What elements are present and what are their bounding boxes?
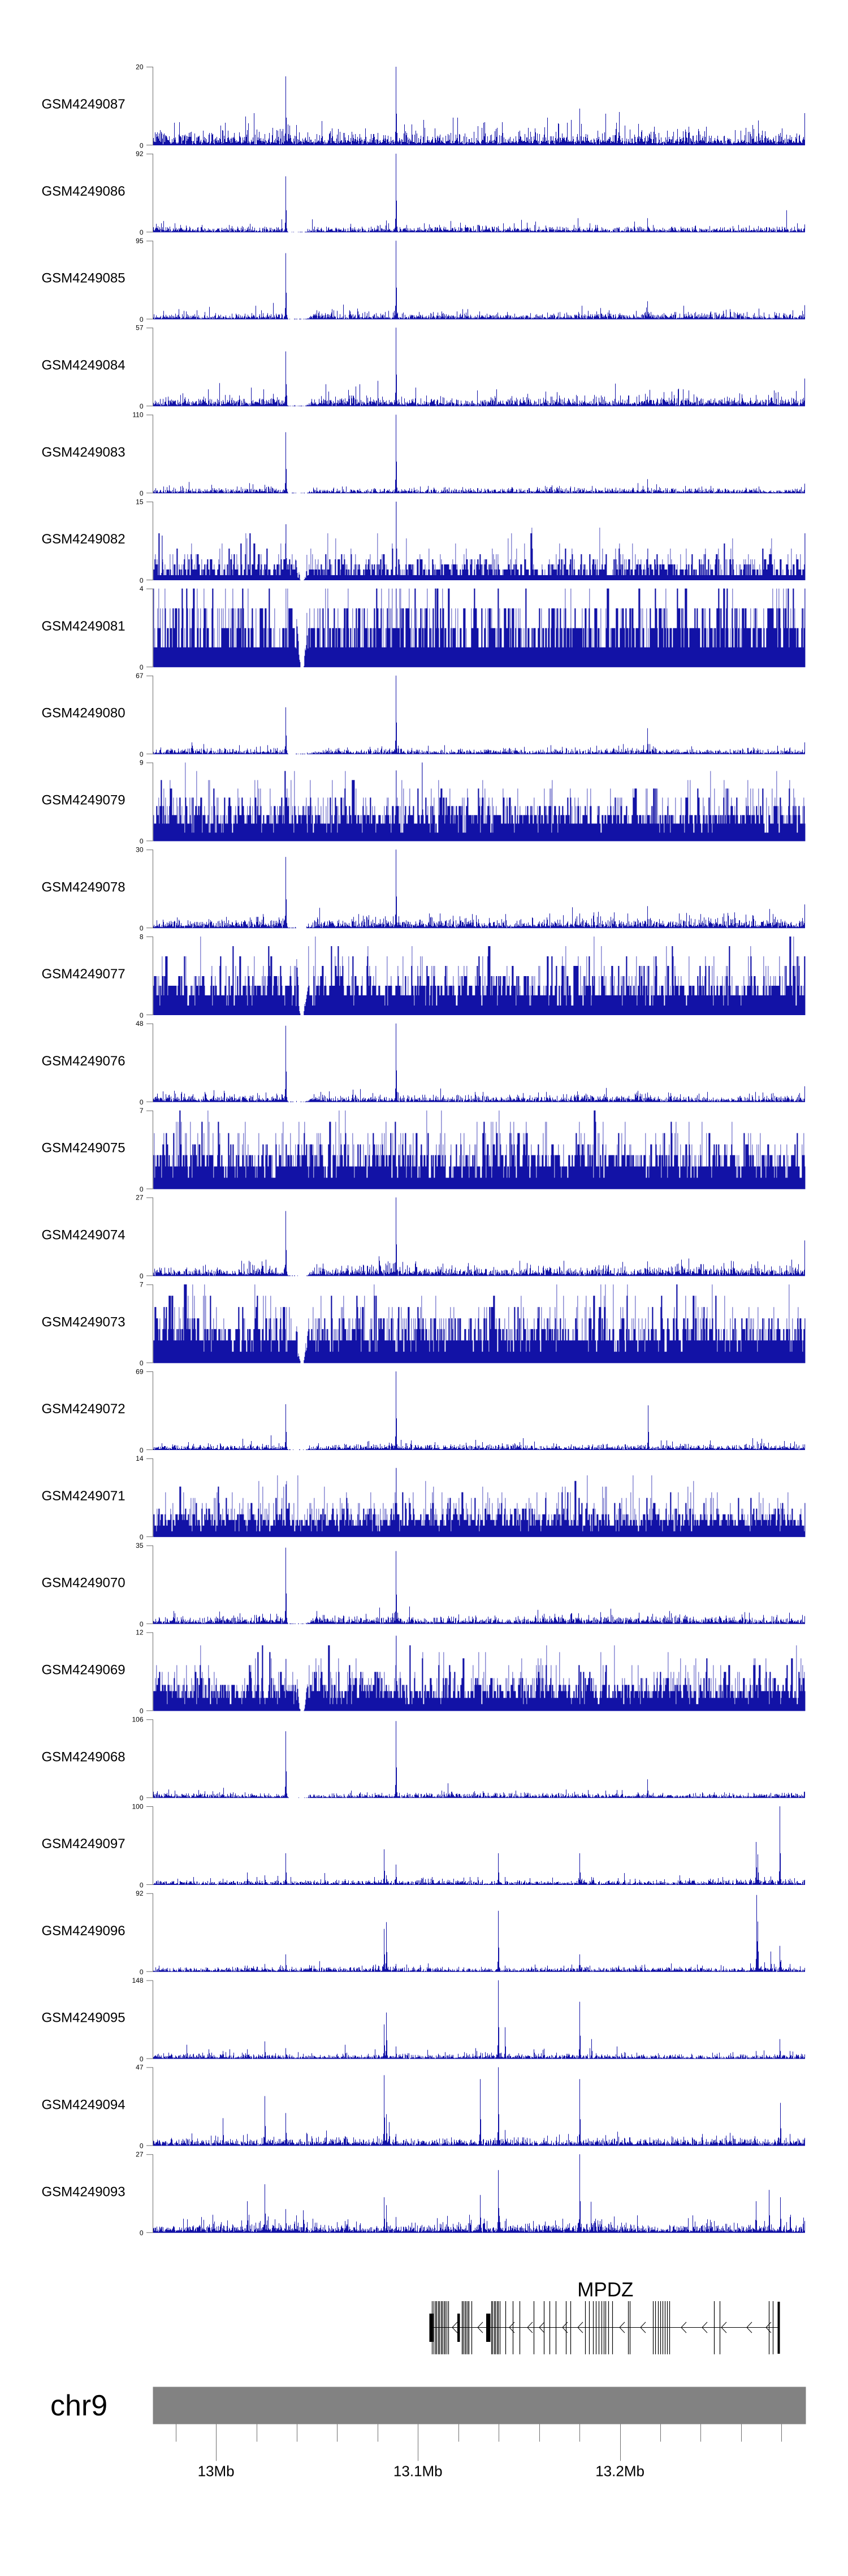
svg-text:0: 0 [140,1446,144,1454]
svg-text:GSM4249079: GSM4249079 [42,793,126,808]
svg-text:GSM4249085: GSM4249085 [42,271,126,286]
svg-text:12: 12 [136,1629,144,1637]
svg-text:27: 27 [136,1194,144,1202]
svg-text:27: 27 [136,2151,144,2159]
svg-text:67: 67 [136,672,144,680]
svg-text:0: 0 [140,838,144,845]
svg-text:0: 0 [140,1620,144,1628]
svg-text:0: 0 [140,403,144,411]
svg-text:GSM4249069: GSM4249069 [42,1663,126,1678]
svg-text:0: 0 [140,1794,144,1802]
svg-text:0: 0 [140,2142,144,2150]
svg-text:30: 30 [136,846,144,854]
svg-text:GSM4249074: GSM4249074 [42,1228,126,1243]
svg-text:GSM4249068: GSM4249068 [42,1749,126,1764]
svg-text:0: 0 [140,1968,144,1976]
svg-text:0: 0 [140,663,144,671]
svg-text:7: 7 [140,1281,144,1289]
svg-text:GSM4249082: GSM4249082 [42,532,126,547]
svg-text:13.2Mb: 13.2Mb [595,2462,644,2479]
svg-text:0: 0 [140,490,144,498]
svg-text:GSM4249095: GSM4249095 [42,2010,126,2026]
svg-text:GSM4249078: GSM4249078 [42,879,126,895]
svg-text:92: 92 [136,150,144,158]
svg-text:110: 110 [132,411,143,419]
svg-text:20: 20 [136,63,144,71]
svg-text:GSM4249072: GSM4249072 [42,1401,126,1417]
svg-text:GSM4249097: GSM4249097 [42,1836,126,1852]
svg-text:95: 95 [136,237,144,245]
svg-text:9: 9 [140,759,144,767]
svg-text:MPDZ: MPDZ [577,2279,633,2301]
svg-text:100: 100 [132,1802,143,1810]
svg-text:GSM4249094: GSM4249094 [42,2098,126,2113]
svg-text:GSM4249081: GSM4249081 [42,619,126,634]
svg-text:GSM4249076: GSM4249076 [42,1054,126,1069]
svg-text:0: 0 [140,2055,144,2063]
svg-text:7: 7 [140,1107,144,1115]
svg-text:14: 14 [136,1455,144,1462]
svg-text:0: 0 [140,925,144,933]
svg-text:0: 0 [140,750,144,758]
svg-text:69: 69 [136,1367,144,1375]
svg-text:47: 47 [136,2064,144,2072]
svg-text:57: 57 [136,324,144,332]
svg-text:GSM4249080: GSM4249080 [42,706,126,721]
svg-text:GSM4249073: GSM4249073 [42,1314,126,1330]
svg-text:35: 35 [136,1542,144,1550]
svg-text:GSM4249077: GSM4249077 [42,966,126,982]
svg-text:0: 0 [140,1707,144,1715]
svg-text:GSM4249087: GSM4249087 [42,97,126,112]
svg-text:15: 15 [136,498,144,506]
svg-text:0: 0 [140,1098,144,1106]
svg-text:GSM4249075: GSM4249075 [42,1141,126,1156]
svg-text:8: 8 [140,933,144,940]
svg-text:GSM4249070: GSM4249070 [42,1576,126,1591]
svg-text:0: 0 [140,2229,144,2237]
svg-text:0: 0 [140,1533,144,1541]
svg-text:0: 0 [140,316,144,323]
svg-text:92: 92 [136,1889,144,1897]
svg-text:148: 148 [132,1977,143,1984]
svg-text:0: 0 [140,1881,144,1889]
svg-text:GSM4249093: GSM4249093 [42,2184,126,2199]
svg-text:13.1Mb: 13.1Mb [393,2462,443,2479]
svg-text:0: 0 [140,1360,144,1367]
svg-text:0: 0 [140,1185,144,1193]
svg-text:GSM4249083: GSM4249083 [42,445,126,460]
svg-text:chr9: chr9 [50,2389,107,2422]
svg-text:GSM4249071: GSM4249071 [42,1488,126,1504]
svg-text:0: 0 [140,228,144,236]
svg-text:48: 48 [136,1020,144,1028]
svg-text:GSM4249084: GSM4249084 [42,358,126,373]
svg-text:0: 0 [140,1011,144,1019]
svg-text:13Mb: 13Mb [198,2462,235,2479]
svg-text:GSM4249086: GSM4249086 [42,184,126,199]
svg-text:0: 0 [140,1272,144,1280]
svg-text:GSM4249096: GSM4249096 [42,1923,126,1939]
svg-text:0: 0 [140,141,144,149]
svg-text:4: 4 [140,585,144,593]
svg-text:0: 0 [140,576,144,584]
svg-text:106: 106 [132,1716,143,1724]
